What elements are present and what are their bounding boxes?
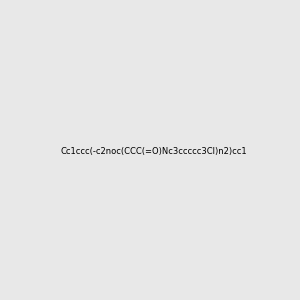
Text: Cc1ccc(-c2noc(CCC(=O)Nc3ccccc3Cl)n2)cc1: Cc1ccc(-c2noc(CCC(=O)Nc3ccccc3Cl)n2)cc1 [60, 147, 247, 156]
